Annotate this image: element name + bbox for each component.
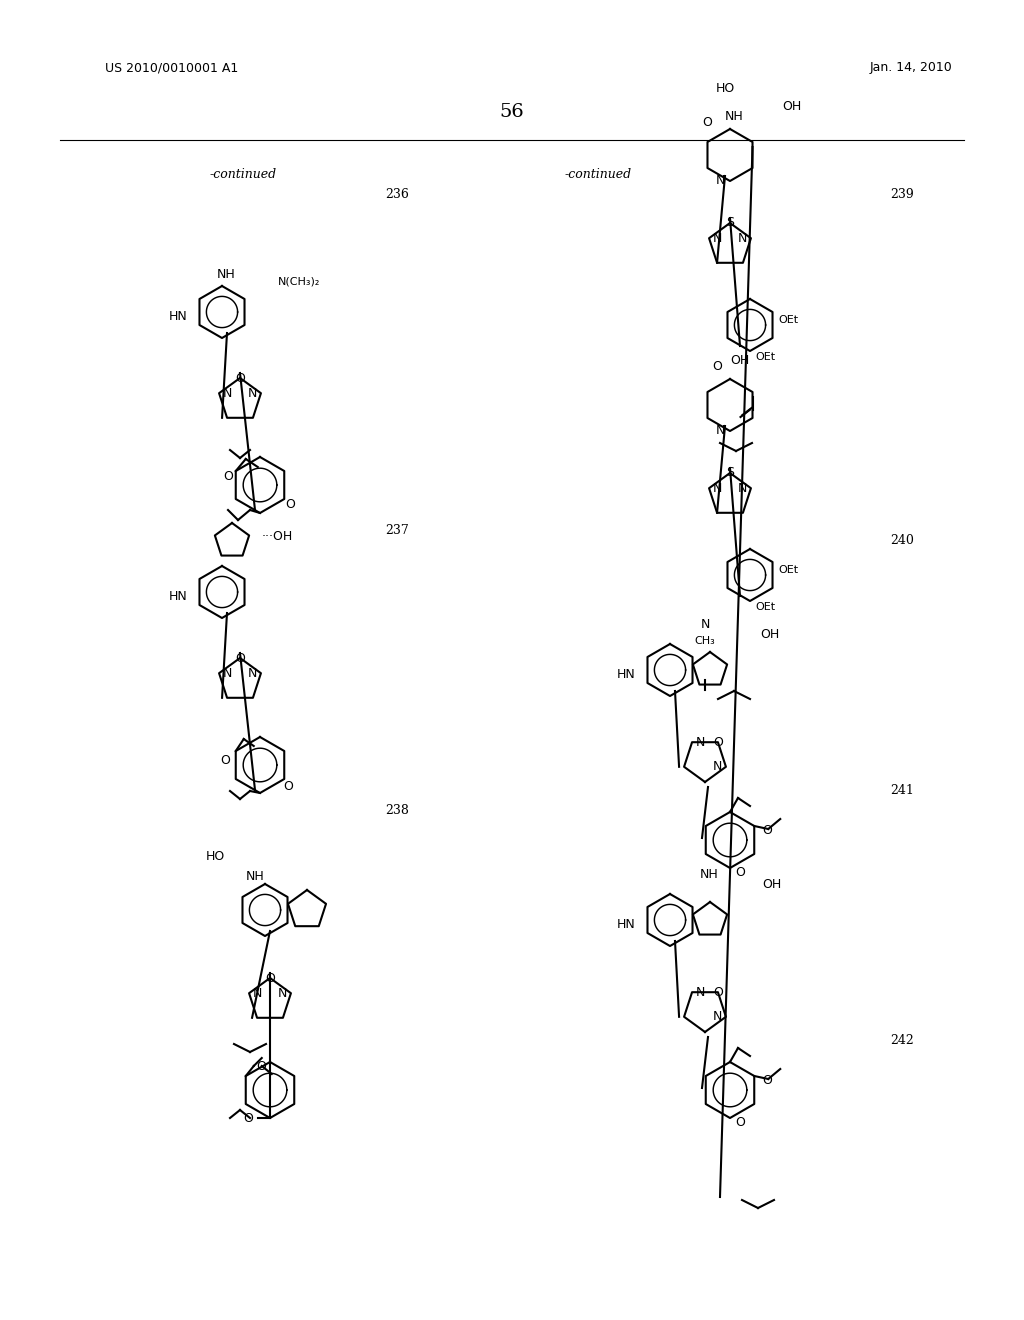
- Text: N: N: [222, 387, 231, 400]
- Text: N: N: [695, 735, 705, 748]
- Text: N: N: [716, 425, 725, 437]
- Text: N: N: [222, 667, 231, 680]
- Text: ···OH: ···OH: [262, 529, 293, 543]
- Text: US 2010/0010001 A1: US 2010/0010001 A1: [105, 62, 239, 74]
- Text: -continued: -continued: [210, 169, 278, 181]
- Text: 56: 56: [500, 103, 524, 121]
- Text: N: N: [695, 986, 705, 999]
- Text: N: N: [279, 987, 288, 999]
- Text: HN: HN: [169, 310, 188, 323]
- Text: OEt: OEt: [778, 315, 798, 325]
- Text: 236: 236: [385, 189, 409, 202]
- Text: 240: 240: [890, 533, 913, 546]
- Text: O: O: [735, 866, 744, 879]
- Text: OH: OH: [730, 355, 750, 367]
- Text: O: O: [236, 371, 245, 384]
- Text: O: O: [285, 499, 295, 511]
- Text: N: N: [714, 760, 723, 774]
- Text: O: O: [236, 652, 245, 664]
- Text: NH: NH: [700, 867, 719, 880]
- Text: 237: 237: [385, 524, 409, 536]
- Text: OEt: OEt: [755, 602, 775, 612]
- Text: O: O: [223, 470, 232, 483]
- Text: HN: HN: [617, 668, 636, 681]
- Text: N: N: [738, 232, 748, 244]
- Text: O: O: [735, 1115, 744, 1129]
- Text: O: O: [762, 824, 772, 837]
- Text: N: N: [700, 618, 710, 631]
- Text: O: O: [713, 986, 723, 999]
- Text: N: N: [738, 482, 748, 495]
- Text: HO: HO: [206, 850, 225, 862]
- Text: N: N: [713, 232, 722, 244]
- Text: O: O: [713, 735, 723, 748]
- Text: 241: 241: [890, 784, 913, 796]
- Text: O: O: [220, 754, 230, 767]
- Text: S: S: [726, 216, 734, 230]
- Text: HO: HO: [716, 82, 735, 95]
- Text: NH: NH: [725, 111, 743, 124]
- Text: O: O: [243, 1111, 253, 1125]
- Text: N: N: [713, 482, 722, 495]
- Text: OEt: OEt: [755, 352, 775, 362]
- Text: N: N: [716, 174, 725, 187]
- Text: N: N: [714, 1010, 723, 1023]
- Text: O: O: [256, 1060, 265, 1072]
- Text: CH₃: CH₃: [694, 636, 716, 645]
- Text: 242: 242: [890, 1034, 913, 1047]
- Text: 239: 239: [890, 189, 913, 202]
- Text: OH: OH: [762, 878, 781, 891]
- Text: HN: HN: [169, 590, 188, 603]
- Text: N: N: [248, 667, 258, 680]
- Text: N: N: [248, 387, 258, 400]
- Text: O: O: [283, 780, 293, 793]
- Text: OH: OH: [760, 627, 779, 640]
- Text: N(CH₃)₂: N(CH₃)₂: [278, 277, 321, 286]
- Text: NH: NH: [246, 870, 264, 883]
- Text: NH: NH: [217, 268, 236, 281]
- Text: N: N: [252, 987, 262, 999]
- Text: O: O: [265, 972, 274, 985]
- Text: S: S: [726, 466, 734, 479]
- Text: OEt: OEt: [778, 565, 798, 576]
- Text: 238: 238: [385, 804, 409, 817]
- Text: HN: HN: [617, 919, 636, 932]
- Text: -continued: -continued: [565, 169, 632, 181]
- Text: O: O: [702, 116, 712, 128]
- Text: O: O: [712, 360, 722, 374]
- Text: OH: OH: [782, 100, 801, 114]
- Text: Jan. 14, 2010: Jan. 14, 2010: [870, 62, 952, 74]
- Text: O: O: [762, 1073, 772, 1086]
